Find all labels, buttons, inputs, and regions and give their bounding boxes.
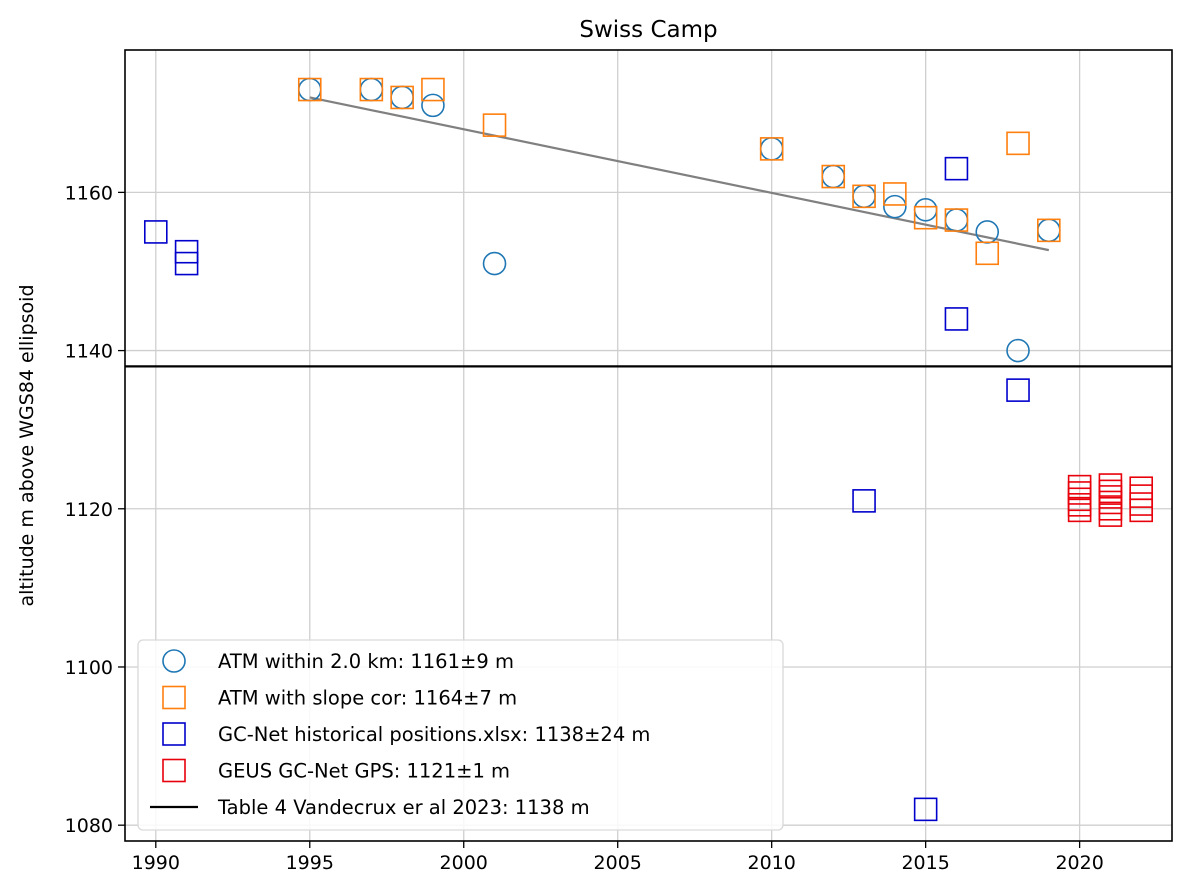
legend-swatch xyxy=(162,722,186,746)
data-point xyxy=(821,164,846,189)
x-tick-label: 1995 xyxy=(286,852,334,874)
data-point xyxy=(944,208,969,232)
data-point xyxy=(944,156,969,181)
data-point xyxy=(1129,498,1154,523)
data-point xyxy=(143,220,168,244)
legend: ATM within 2.0 km: 1161±9 m ATM with slop… xyxy=(137,639,784,831)
legend-label: GC-Net historical positions.xlsx: 1138±2… xyxy=(218,723,650,746)
data-point xyxy=(1067,474,1092,499)
data-point xyxy=(1006,338,1030,363)
series-3 xyxy=(143,156,1030,822)
data-point xyxy=(975,220,1000,244)
data-point xyxy=(1129,492,1154,516)
plot-frame xyxy=(124,49,1173,842)
data-point xyxy=(759,137,784,161)
data-point xyxy=(1098,473,1123,497)
data-point xyxy=(852,184,876,209)
data-point xyxy=(359,77,384,102)
data-point xyxy=(1129,484,1154,508)
data-point xyxy=(852,489,876,513)
legend-label: ATM with slope cor: 1164±7 m xyxy=(218,687,517,710)
series-4 xyxy=(1067,473,1154,527)
legend-swatch xyxy=(162,685,186,710)
x-tick-label: 2005 xyxy=(594,852,642,874)
x-tick-label: 2000 xyxy=(440,852,488,874)
chart-title: Swiss Camp xyxy=(579,17,717,43)
data-point xyxy=(421,77,445,102)
data-point xyxy=(1037,218,1061,243)
reference-lines xyxy=(125,96,1172,368)
data-point xyxy=(913,205,938,230)
data-point xyxy=(421,93,445,118)
data-point xyxy=(482,251,507,276)
data-point xyxy=(883,194,907,219)
data-point xyxy=(852,184,876,209)
legend-label: GEUS GC-Net GPS: 1121±1 m xyxy=(218,760,510,783)
axis-ticks: 1990 1995 2000 2005 2010 2015 2020 1080 1100 1120… xyxy=(65,182,1104,874)
x-tick-label: 2015 xyxy=(901,852,949,874)
legend-box xyxy=(137,639,784,831)
data-point xyxy=(944,208,969,232)
data-point xyxy=(482,113,507,137)
y-tick-label: 1100 xyxy=(65,657,113,679)
legend-swatch xyxy=(162,758,186,783)
y-tick-label: 1140 xyxy=(65,341,113,363)
data-point xyxy=(390,85,414,110)
trend-line xyxy=(309,96,1050,252)
data-point xyxy=(1006,378,1030,402)
y-tick-label: 1120 xyxy=(65,499,113,521)
data-point xyxy=(390,85,414,110)
series-2 xyxy=(297,77,1061,266)
x-tick-label: 2010 xyxy=(747,852,795,874)
x-tick-label: 2020 xyxy=(1055,852,1103,874)
y-tick-label: 1160 xyxy=(65,182,113,204)
data-point xyxy=(359,77,384,102)
data-point xyxy=(883,182,907,206)
data-points xyxy=(143,77,1154,822)
data-point xyxy=(1006,131,1030,156)
data-point xyxy=(297,77,322,102)
x-tick-label: 1990 xyxy=(132,852,180,874)
data-point xyxy=(1037,218,1061,243)
legend-label: ATM within 2.0 km: 1161±9 m xyxy=(218,650,514,673)
data-point xyxy=(913,797,938,822)
y-axis-title: altitude m above WGS84 ellipsoid xyxy=(16,284,38,606)
data-point xyxy=(1129,476,1154,501)
data-point xyxy=(174,251,199,276)
data-point xyxy=(975,241,1000,266)
y-tick-label: 1080 xyxy=(65,815,113,837)
legend-label: Table 4 Vandecrux er al 2023: 1138 m xyxy=(217,796,590,819)
data-point xyxy=(944,307,969,331)
data-point xyxy=(821,164,846,189)
legend-swatch xyxy=(162,649,186,673)
data-point xyxy=(174,239,199,264)
